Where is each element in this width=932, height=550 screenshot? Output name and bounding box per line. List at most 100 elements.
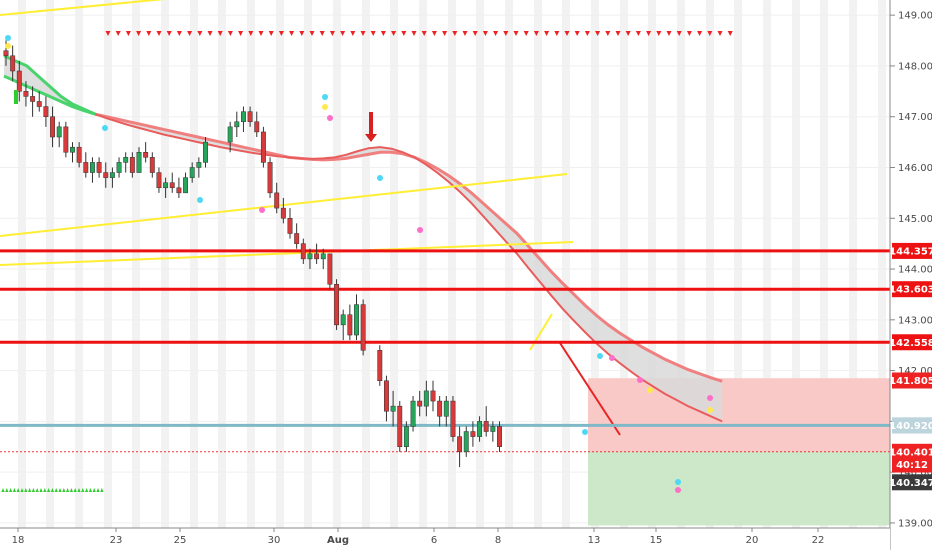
sell-signal-marker — [697, 31, 703, 36]
buy-signal-marker — [58, 488, 62, 492]
candle-body — [136, 152, 142, 173]
signal-dot — [5, 35, 11, 41]
candle-body — [3, 50, 9, 57]
price-tick-label: 142.000 — [898, 366, 932, 377]
candle-body — [196, 162, 202, 168]
buy-signal-marker — [77, 488, 81, 492]
candle-body — [169, 182, 175, 189]
sell-signal-marker — [574, 31, 580, 36]
sell-signal-marker — [727, 31, 733, 36]
price-tag-label: 140.401 — [889, 447, 932, 458]
candle-body — [156, 172, 162, 189]
grid-band — [247, 0, 255, 528]
price-tick-label: 140.000 — [898, 468, 932, 479]
ma-lower-line — [94, 113, 723, 423]
sell-signal-marker — [595, 31, 601, 36]
candle-body — [116, 162, 122, 173]
buy-signal-marker — [69, 488, 73, 492]
sell-signal-marker — [533, 31, 539, 36]
grid-band — [419, 0, 427, 528]
price-tag — [892, 443, 932, 460]
candle-body — [450, 400, 456, 437]
candle-body — [437, 400, 443, 417]
candle-body — [470, 431, 476, 437]
price-tick-label: 148.000 — [898, 61, 932, 72]
candle-body — [294, 233, 300, 244]
sell-signal-marker — [309, 31, 315, 36]
candle-body — [254, 121, 260, 133]
candle-body — [314, 253, 320, 260]
sell-signal-marker — [289, 31, 295, 36]
signal-dot — [102, 125, 108, 131]
candle-body — [83, 162, 89, 173]
yellow-short-line — [529, 313, 553, 351]
candle-body — [300, 243, 306, 260]
level-price-tag — [892, 281, 932, 298]
sell-signal-marker — [646, 31, 652, 36]
candle-body — [457, 436, 463, 453]
sell-signal-marker — [676, 31, 682, 36]
candle-body — [96, 162, 102, 173]
grid-band — [763, 0, 771, 528]
buy-signal-marker — [35, 488, 39, 492]
sell-signal-marker — [176, 31, 182, 36]
candle-body — [320, 253, 326, 260]
buy-signal-marker — [62, 488, 66, 492]
buy-signal-marker — [88, 488, 92, 492]
candle-body — [103, 172, 109, 178]
grid-band — [75, 0, 83, 528]
risk-reward-zones — [588, 378, 890, 526]
horizontal-levels — [0, 249, 890, 453]
signal-dot — [582, 429, 588, 435]
sell-signal-marker — [125, 31, 131, 36]
candle-body — [30, 96, 36, 102]
buy-signal-marker — [5, 488, 9, 492]
buy-signal-marker — [24, 488, 28, 492]
candle-body — [274, 192, 280, 209]
time-axis[interactable]: 18 23 25 30 Aug 6 8 13 15 20 22 — [0, 527, 890, 550]
signal-dot — [197, 197, 203, 203]
sell-signal-marker — [299, 31, 305, 36]
sell-signal-marker — [442, 31, 448, 36]
sell-signal-marker — [472, 31, 478, 36]
candle-body — [417, 400, 423, 407]
sell-signal-marker — [217, 31, 223, 36]
price-tick-label: 144.000 — [898, 265, 932, 276]
time-tick-label: 30 — [268, 535, 281, 546]
price-tick-label: 139.000 — [898, 518, 932, 529]
grid-band — [276, 0, 284, 528]
candle-body — [241, 111, 246, 123]
candlestick-series — [3, 40, 502, 468]
sell-signal-marker — [707, 31, 713, 36]
yellow-trend-line — [0, 0, 165, 16]
buy-signal-marker — [92, 488, 96, 492]
grid-band — [505, 0, 513, 528]
buy-signal-marker — [47, 488, 51, 492]
time-tick-label: 20 — [746, 535, 759, 546]
candle-body — [327, 253, 333, 285]
candle-body — [76, 146, 82, 163]
grid-band — [591, 0, 599, 528]
candle-body — [477, 421, 483, 437]
signal-dot — [675, 479, 681, 485]
candle-body — [483, 421, 489, 432]
sell-signal-marker — [717, 31, 723, 36]
buy-signal-marker — [81, 488, 85, 492]
buy-arrow-shaft — [14, 90, 18, 104]
price-tick-label: 147.000 — [898, 112, 932, 123]
candle-body — [423, 390, 429, 407]
grid-band — [304, 0, 312, 528]
candle-body — [227, 126, 233, 143]
sell-signal-marker — [380, 31, 386, 36]
sell-signal-marker — [329, 31, 335, 36]
grid-band — [362, 0, 370, 528]
candle-body — [267, 162, 273, 194]
price-tick-label: 146.000 — [898, 163, 932, 174]
signal-dot — [322, 104, 328, 110]
sell-arrow-head — [365, 134, 377, 142]
candle-body — [189, 167, 195, 178]
buy-signal-marker — [1, 488, 5, 492]
sell-signal-marker — [319, 31, 325, 36]
